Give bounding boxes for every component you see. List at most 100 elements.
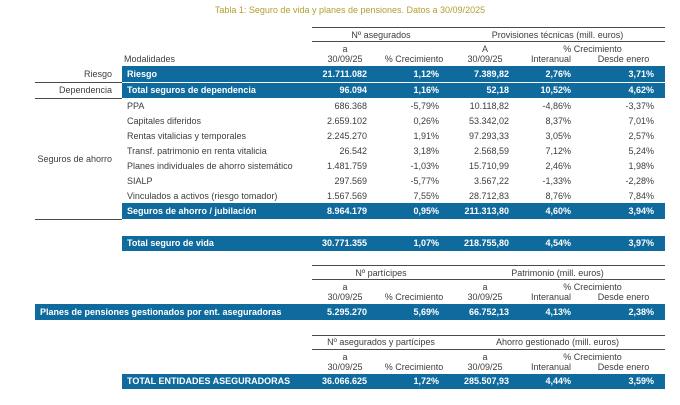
cell-value: 4,44% [520, 373, 582, 390]
cell-value: 1,91% [413, 130, 440, 141]
cell-value: 2,38% [582, 304, 665, 321]
row-label: PPA [127, 100, 145, 111]
cell-value: 10,52% [520, 82, 583, 99]
table-row: Transf. patrimonio en renta vitalicia 26… [35, 143, 665, 158]
column-header-date-2: 30/09/25 [467, 361, 503, 372]
cell-value: 2,46% [545, 160, 572, 171]
subheader-a-left: a [342, 351, 348, 362]
row-label: Capitales diferidos [127, 115, 202, 126]
cell-value: -2,28% [625, 175, 655, 186]
cell-value: 3,18% [413, 145, 440, 156]
cell-value: -1,33% [542, 175, 572, 186]
cell-value: 7,01% [628, 115, 655, 126]
table-row: Planes individuales de ahorro sistemátic… [35, 158, 665, 173]
cell-value: 211.313,80 [450, 203, 521, 220]
cell-value: 7,12% [545, 145, 572, 156]
cell-value: 4,62% [582, 82, 666, 99]
column-header-desde-enero: Desde enero [597, 361, 650, 372]
cell-value: 4,60% [520, 203, 583, 220]
subheader-growth: % Crecimiento [563, 44, 622, 54]
row-label: Total seguro de vida [122, 235, 312, 252]
cell-value: 1.567.569 [326, 190, 367, 201]
group-header-participes: Nº partícipes [312, 265, 450, 280]
row-label: TOTAL ENTIDADES ASEGURADORAS [122, 373, 312, 390]
table-row: Planes de pensiones gestionados por ent.… [35, 304, 665, 321]
group-label-riesgo: Riesgo [35, 66, 122, 83]
cell-value: 97.293,33 [468, 130, 510, 141]
row-label: Riesgo [122, 66, 312, 83]
group-header-row: Nº partícipes Patrimonio (mill. euros) [35, 265, 665, 280]
row-label: Vinculados a activos (riesgo tomador) [127, 190, 278, 201]
cell-value: 53.342,02 [468, 115, 510, 126]
cell-value: -3,37% [625, 100, 655, 111]
cell-value: 28.712,83 [468, 190, 510, 201]
row-label: Rentas vitalicias y temporales [127, 130, 247, 141]
group-label-seguros-de-ahorro: Seguros de ahorro [35, 98, 122, 220]
cell-value: -5,77% [410, 175, 440, 186]
column-header-modalidades: Modalidades [124, 54, 176, 64]
cell-value: 3,94% [582, 203, 666, 220]
group-label-dependencia: Dependencia [35, 82, 122, 99]
column-header-date-2: 30/09/25 [467, 54, 503, 64]
group-header-ahorro-gestionado: Ahorro gestionado (mill. euros) [450, 334, 666, 350]
group-header-provisiones: Provisiones técnicas (mill. euros) [450, 27, 666, 42]
cell-value: 5.295.270 [312, 304, 378, 321]
table-row: Dependencia Total seguros de dependencia… [35, 82, 666, 99]
table-row: Total seguro de vida 30.771.355 1,07% 21… [35, 235, 665, 252]
cell-value: 2,76% [520, 66, 583, 83]
row-label: Planes individuales de ahorro sistemátic… [127, 160, 293, 171]
cell-value: 8,76% [545, 190, 572, 201]
cell-value: 3,71% [582, 66, 666, 83]
cell-value: 2,57% [628, 130, 655, 141]
subheader-row: a A % Crecimiento [35, 42, 665, 55]
cell-value: 0,95% [378, 203, 451, 220]
column-header-growth-1: % Crecimiento [384, 361, 444, 372]
row-label: SIALP [127, 175, 153, 186]
column-header-date-1: 30/09/25 [327, 54, 363, 64]
group-header-asegurados-participes: Nº asegurados y partícipes [312, 334, 450, 350]
cell-value: 686.368 [334, 100, 367, 111]
cell-value: 10.118,82 [469, 100, 510, 111]
grand-total-table: Nº asegurados y partícipes Ahorro gestio… [35, 334, 666, 390]
subheader-a-left: a [342, 44, 348, 54]
subheader-growth: % Crecimiento [563, 282, 622, 292]
subheader-a-left: a [342, 282, 348, 292]
column-header-growth-1: % Crecimiento [384, 292, 444, 302]
cell-value: 3,97% [582, 235, 665, 252]
cell-value: 218.755,80 [450, 235, 520, 252]
column-header-desde-enero: Desde enero [597, 292, 650, 302]
cell-value: 1.481.759 [326, 160, 367, 171]
column-header-interanual: Interanual [530, 361, 572, 372]
cell-value: 4,13% [520, 304, 582, 321]
column-header-date-2: 30/09/25 [467, 292, 503, 302]
cell-value: 66.752,13 [450, 304, 520, 321]
cell-value: -4,86% [542, 100, 572, 111]
row-label: Transf. patrimonio en renta vitalicia [127, 145, 267, 156]
column-header-row: 30/09/25 % Crecimiento 30/09/25 Interanu… [35, 362, 665, 374]
cell-value: 5,24% [628, 145, 655, 156]
row-label: Planes de pensiones gestionados por ent.… [35, 304, 312, 321]
cell-value: 21.711.082 [312, 66, 378, 83]
subheader-row: a a % Crecimiento [35, 280, 665, 293]
cell-value: 8.964.179 [312, 203, 378, 220]
cell-value: 8,37% [545, 115, 572, 126]
cell-value: 285.507,93 [450, 373, 520, 390]
cell-value: 3.567,22 [473, 175, 510, 186]
table-row: Rentas vitalicias y temporales 2.245.270… [35, 128, 665, 143]
life-insurance-table: Nº asegurados Provisiones técnicas (mill… [35, 27, 666, 220]
cell-value: 1,12% [378, 66, 451, 83]
row-label: Seguros de ahorro / jubilación [122, 203, 312, 220]
cell-value: 1,98% [628, 160, 655, 171]
table-row: Vinculados a activos (riesgo tomador) 1.… [35, 188, 665, 203]
cell-value: 5,69% [378, 304, 450, 321]
cell-value: 30.771.355 [312, 235, 378, 252]
cell-value: 3,59% [582, 373, 666, 390]
table-row: Riesgo Riesgo 21.711.082 1,12% 7.389,82 … [35, 66, 666, 83]
pension-plans-table: Nº partícipes Patrimonio (mill. euros) a… [35, 265, 665, 321]
cell-value: 2.245.270 [326, 130, 367, 141]
subheader-a-right: a [482, 282, 488, 292]
column-header-interanual: Interanual [531, 54, 572, 64]
column-header-desde-enero: Desde enero [597, 54, 650, 64]
cell-value: 2.659.102 [326, 115, 367, 126]
